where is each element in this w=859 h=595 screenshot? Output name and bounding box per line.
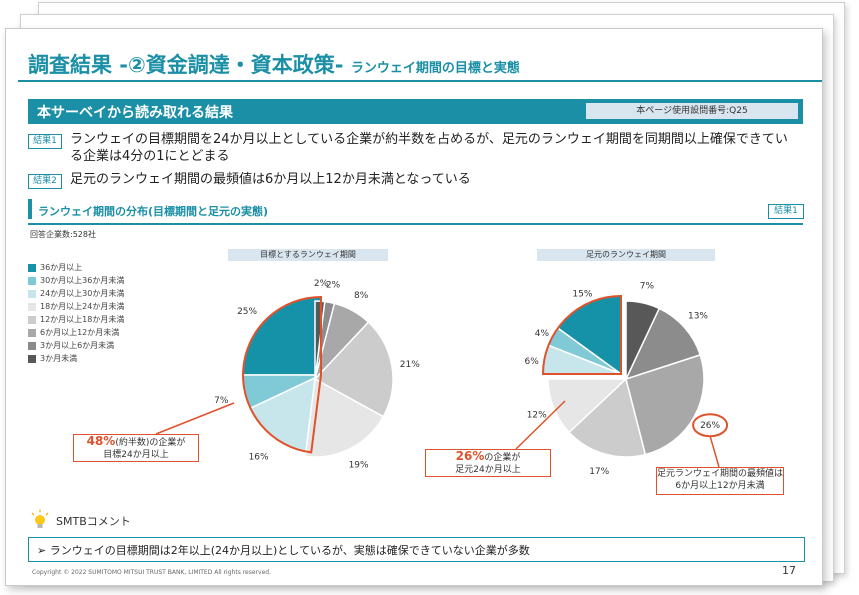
slide-subtitle: ランウェイ期間の目標と実態 — [350, 61, 520, 76]
callout-target-note: (約半数)の企業が — [115, 438, 186, 448]
legend-swatch — [28, 302, 36, 311]
highlight-outline — [541, 294, 622, 375]
question-ref: 本ページ使用設問番号:Q25 — [586, 103, 798, 119]
slice-label: 7% — [214, 396, 229, 406]
pie-charts: 25% 7% 16% 19% 21% 8% 2%2% 15% 4% 6% 12% 17% 26% 13% 7… — [155, 279, 729, 477]
pie-title-current: 足元のランウェイ期間 — [537, 249, 715, 261]
section-title: ランウェイ期間の分布(目標期間と足元の実態) — [38, 205, 269, 218]
slice-label: 8% — [354, 291, 369, 301]
pie-slice — [314, 300, 326, 380]
slice-label: 26% — [700, 421, 720, 431]
legend-item: 12か月以上18か月未満 — [28, 313, 124, 326]
banner-text: 本サーベイから読み取れる結果 — [37, 105, 233, 121]
legend-label: 3か月未満 — [40, 354, 78, 363]
section-bar — [28, 199, 32, 219]
copyright: Copyright © 2022 SUMITOMO MITSUI TRUST B… — [32, 569, 271, 576]
pie-title-target: 目標とするランウェイ期間 — [228, 249, 388, 261]
legend-item: 3か月未満 — [28, 352, 124, 365]
legend-item: 36か月以上 — [28, 261, 124, 274]
legend-item: 18か月以上24か月未満 — [28, 300, 124, 313]
chart-legend: 36か月以上 30か月以上36か月未満 24か月以上30か月未満 18か月以上24か月… — [28, 261, 124, 365]
callout-current-note: の企業が — [484, 453, 521, 463]
slide-title-main: 調査結果 -②資金調達・資本政策- — [28, 53, 344, 77]
callout-mode-line1: 足元ランウェイ期間の最頻値は — [657, 469, 784, 479]
pie-slice — [313, 321, 394, 418]
legend-label: 24か月以上30か月未満 — [40, 289, 125, 298]
smtb-comment-label: SMTBコメント — [56, 515, 131, 528]
lightbulb-icon — [31, 509, 49, 528]
slice-label: 7% — [640, 281, 655, 291]
section-tag: 結果1 — [768, 204, 804, 219]
pie-slice — [625, 300, 661, 380]
callout-mode-line2: 6か月以上12か月未満 — [675, 481, 765, 491]
slice-label: 6% — [525, 357, 540, 367]
title-rule — [18, 80, 822, 82]
callout-current: 26%の企業が 足元24か月以上 — [425, 449, 551, 477]
callout-current-line2: 足元24か月以上 — [455, 465, 521, 475]
legend-swatch — [28, 328, 36, 337]
pie-slice — [624, 307, 702, 381]
slice-label: 15% — [572, 290, 592, 300]
legend-label: 12か月以上18か月未満 — [40, 315, 125, 324]
legend-label: 36か月以上 — [40, 263, 83, 272]
pie-0: 25% 7% 16% 19% 21% 8% 2%2% — [155, 279, 420, 471]
legend-label: 6か月以上12か月未満 — [40, 328, 120, 337]
pie-1: 15% 4% 6% 12% 17% 26% 13% 7% — [515, 281, 721, 477]
legend-label: 3か月以上6か月未満 — [40, 341, 115, 350]
slice-label: 2% — [326, 281, 341, 291]
slice-label: 2% — [314, 279, 329, 289]
callout-target-line2: 目標24か月以上 — [103, 450, 169, 460]
slice-label: 19% — [349, 461, 369, 471]
slice-label: 4% — [535, 329, 550, 339]
callout-mode: 足元ランウェイ期間の最頻値は 6か月以上12か月未満 — [656, 467, 784, 495]
mode-connector — [709, 435, 720, 468]
section-rule — [28, 223, 803, 225]
pie-slice — [625, 353, 705, 456]
legend-label: 18か月以上24か月未満 — [40, 302, 125, 311]
comment-text: ➢ ランウェイの目標期間は2年以上(24か月以上)としているが、実態は確保できて… — [37, 544, 530, 557]
page-number: 17 — [782, 564, 796, 577]
legend-swatch — [28, 341, 36, 350]
callout-target: 48%(約半数)の企業が 目標24か月以上 — [73, 434, 199, 462]
legend-item: 24か月以上30か月未満 — [28, 287, 124, 300]
finding-1-text: ランウェイの目標期間を24か月以上としている企業が約半数を占めるが、足元のランウ… — [70, 132, 788, 164]
callout-target-pct: 48% — [86, 434, 116, 448]
slide-title: 調査結果 -②資金調達・資本政策- ランウェイ期間の目標と実態 — [28, 49, 520, 79]
highlight-outline — [242, 295, 322, 454]
callout-connector — [515, 400, 566, 450]
legend-swatch — [28, 263, 36, 272]
pie-slice — [304, 377, 385, 458]
comment-box: ➢ ランウェイの目標期間は2年以上(24か月以上)としているが、実態は確保できて… — [28, 537, 805, 562]
slice-label: 21% — [400, 360, 420, 370]
finding-2-tag: 結果2 — [28, 174, 62, 189]
slice-label: 16% — [249, 453, 269, 463]
slide: 調査結果 -②資金調達・資本政策- ランウェイ期間の目標と実態 本サーベイから読… — [5, 28, 823, 586]
legend-swatch — [28, 315, 36, 324]
legend-swatch — [28, 289, 36, 298]
callout-current-pct: 26% — [455, 449, 485, 463]
legend-swatch — [28, 354, 36, 363]
slice-label: 12% — [527, 410, 547, 420]
legend-swatch — [28, 276, 36, 285]
legend-item: 3か月以上6か月未満 — [28, 339, 124, 352]
slice-label: 25% — [237, 307, 257, 317]
results-banner: 本サーベイから読み取れる結果 本ページ使用設問番号:Q25 — [28, 99, 803, 124]
callout-connector — [155, 402, 235, 435]
finding-1-tag: 結果1 — [28, 134, 62, 149]
legend-item: 6か月以上12か月未満 — [28, 326, 124, 339]
legend-label: 30か月以上36か月未満 — [40, 276, 125, 285]
legend-item: 30か月以上36か月未満 — [28, 274, 124, 287]
respondent-count: 回答企業数:528社 — [30, 230, 96, 239]
slice-label: 17% — [589, 467, 609, 477]
slice-label: 13% — [688, 312, 708, 322]
finding-2-text: 足元のランウェイ期間の最頻値は6か月以上12か月未満となっている — [70, 172, 471, 187]
pie-slice — [568, 377, 647, 458]
